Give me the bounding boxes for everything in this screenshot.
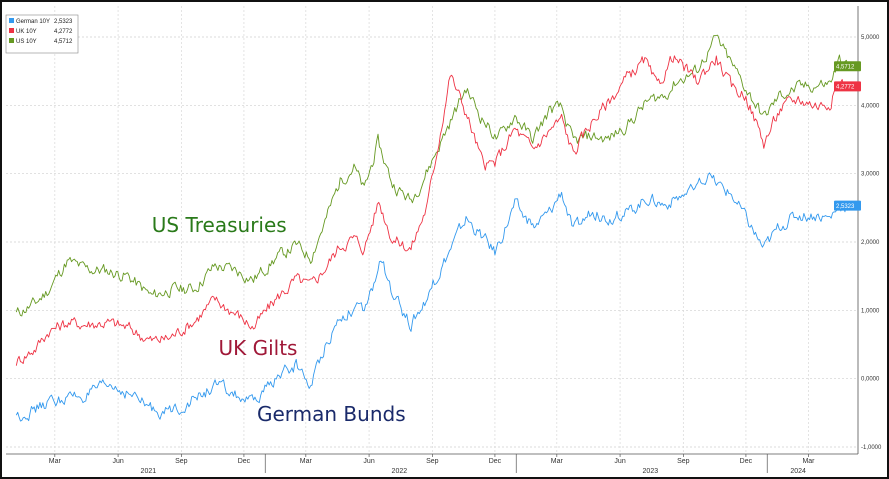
gridlines xyxy=(6,6,858,454)
legend-swatch xyxy=(9,28,14,33)
last-value-tag xyxy=(834,200,861,211)
y-tick-label: 5,0000 xyxy=(861,35,880,41)
annotation-label: UK Gilts xyxy=(218,336,297,360)
x-tick-label: Mar xyxy=(300,458,313,465)
y-tick-label: -1,0000 xyxy=(861,445,882,451)
legend: German 10Y 2,5323 UK 10Y 4,2772 US 10Y 4,5712 xyxy=(5,14,79,54)
legend-swatch xyxy=(9,38,14,43)
last-value-tag xyxy=(834,81,861,92)
x-tick-label: Jun xyxy=(614,458,625,465)
legend-value: 2,5323 xyxy=(54,19,73,25)
x-tick-label: Mar xyxy=(551,458,564,465)
last-value-tag xyxy=(834,61,861,72)
annotation-label: German Bunds xyxy=(257,402,406,426)
x-tick-label: Jun xyxy=(112,458,123,465)
y-tick-label: 1,0000 xyxy=(861,308,880,314)
legend-box xyxy=(5,14,79,54)
series-lines xyxy=(15,34,850,422)
annotation-label: US Treasuries xyxy=(152,213,287,237)
year-label: 2021 xyxy=(141,468,157,475)
year-label: 2023 xyxy=(643,468,659,475)
legend-name: UK 10Y xyxy=(16,29,37,35)
x-tick-label: Sep xyxy=(426,458,439,465)
x-tick-label: Dec xyxy=(489,458,502,465)
y-tick-label: 0,0000 xyxy=(861,377,880,383)
last-value-tag-text: 2,5323 xyxy=(836,204,855,210)
annotations: US Treasuries UK Gilts German Bunds xyxy=(152,213,406,426)
legend-name: US 10Y xyxy=(16,39,37,45)
year-label: 2024 xyxy=(790,468,806,475)
last-value-tag-text: 4,2772 xyxy=(836,85,855,91)
year-label: 2022 xyxy=(392,468,408,475)
legend-value: 4,2772 xyxy=(54,29,73,35)
last-value-tag-text: 4,5712 xyxy=(836,65,855,71)
series-line-uk-10y xyxy=(15,55,850,366)
legend-swatch xyxy=(9,18,14,23)
x-tick-label: Dec xyxy=(238,458,251,465)
last-value-tags: 4,5712 4,2772 2,5323 xyxy=(834,61,861,211)
x-tick-label: Sep xyxy=(175,458,188,465)
series-line-us-10y xyxy=(15,34,850,317)
x-tick-label: Mar xyxy=(802,458,815,465)
axes: -1,0000 0,0000 1,0000 2,0000 3,0000 4,0000 5,0… xyxy=(6,6,882,475)
legend-value: 4,5712 xyxy=(54,39,73,45)
y-tick-label: 2,0000 xyxy=(861,240,880,246)
x-tick-label: Sep xyxy=(677,458,690,465)
x-tick-label: Jun xyxy=(363,458,374,465)
x-tick-label: Mar xyxy=(49,458,62,465)
x-tick-label: Dec xyxy=(740,458,753,465)
y-tick-label: 3,0000 xyxy=(861,172,880,178)
y-tick-label: 4,0000 xyxy=(861,103,880,109)
legend-name: German 10Y xyxy=(16,19,50,25)
series-line-german-10y xyxy=(15,172,850,422)
